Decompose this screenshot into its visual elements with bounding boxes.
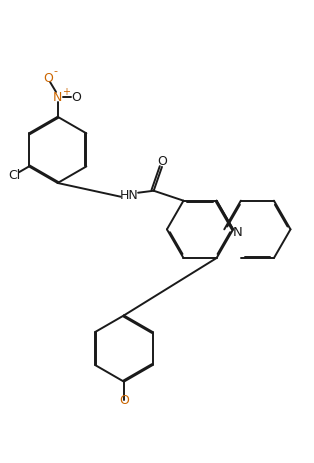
Text: N: N (53, 91, 62, 104)
Text: Cl: Cl (8, 169, 21, 182)
Text: -: - (54, 66, 58, 76)
Text: +: + (62, 87, 70, 97)
Text: HN: HN (120, 188, 138, 201)
Text: O: O (43, 71, 53, 84)
Text: O: O (158, 155, 168, 168)
Text: O: O (71, 91, 81, 104)
Text: O: O (119, 394, 129, 407)
Text: N: N (233, 225, 243, 238)
